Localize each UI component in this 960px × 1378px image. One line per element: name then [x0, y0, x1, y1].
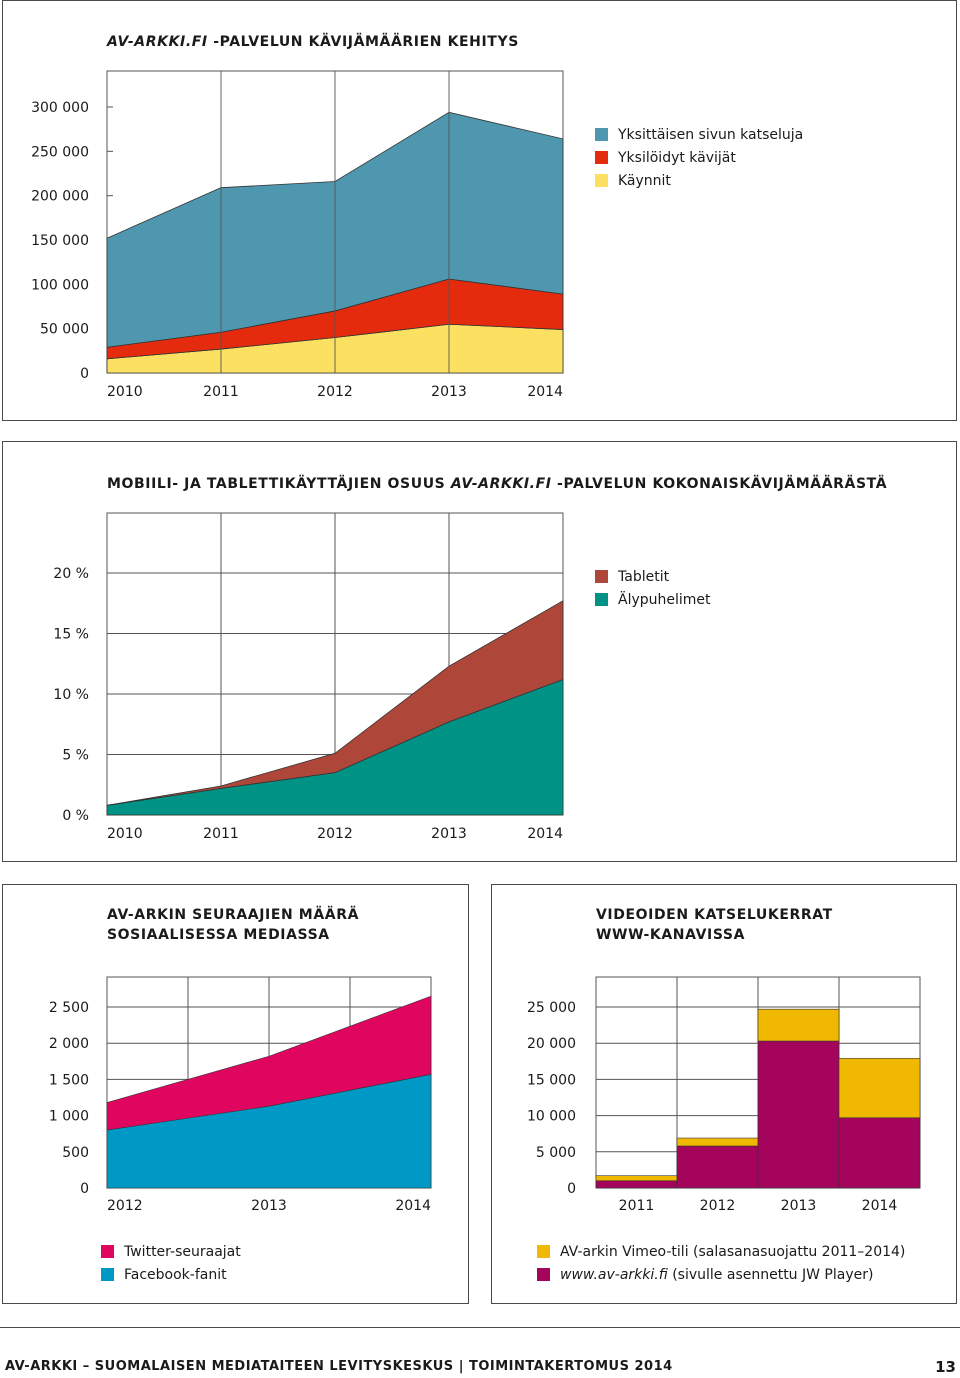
x-tick-label: 2012 — [700, 1198, 736, 1214]
legend-swatch — [101, 1268, 114, 1281]
x-tick-label: 2012 — [107, 1198, 143, 1214]
legend-swatch — [595, 151, 608, 164]
y-tick-label: 50 000 — [40, 322, 89, 338]
legend-item: Twitter-seuraajat — [101, 1240, 241, 1263]
x-tick-label: 2014 — [862, 1198, 898, 1214]
page-footer: AV-ARKKI – SUOMALAISEN MEDIATAITEEN LEVI… — [0, 1327, 960, 1378]
y-tick-label: 20 000 — [527, 1036, 576, 1052]
legend-item: Älypuhelimet — [595, 588, 711, 611]
followers-legend: Twitter-seuraajat Facebook-fanit — [101, 1240, 241, 1286]
y-tick-label: 1 500 — [49, 1072, 89, 1088]
legend-item: AV-arkin Vimeo-tili (salasanasuojattu 20… — [537, 1240, 905, 1263]
visitors-title: AV-ARKKI.FI -PALVELUN KÄVIJÄMÄÄRIEN KEHI… — [107, 34, 519, 50]
x-tick-label: 2013 — [251, 1198, 287, 1214]
y-tick-label: 2 500 — [49, 1000, 89, 1016]
legend-item: Tabletit — [595, 565, 711, 588]
y-tick-label: 0 % — [62, 808, 89, 824]
legend-swatch — [595, 174, 608, 187]
y-tick-label: 300 000 — [31, 100, 89, 116]
y-tick-label: 1 000 — [49, 1109, 89, 1125]
x-tick-label: 2010 — [107, 384, 143, 400]
x-tick-label: 2011 — [203, 826, 239, 842]
videos-panel: VIDEOIDEN KATSELUKERRAT WWW-KANAVISSA 20… — [491, 884, 957, 1304]
mobile-title: MOBIILI- JA TABLETTIKÄYTTÄJIEN OSUUS AV-… — [107, 476, 888, 492]
legend-swatch — [595, 593, 608, 606]
bar — [838, 1058, 921, 1119]
bar — [757, 1040, 840, 1189]
visitors-legend: Yksittäisen sivun katseluja Yksilöidyt k… — [595, 123, 803, 192]
y-tick-label: 100 000 — [31, 277, 89, 293]
bar — [838, 1117, 921, 1189]
visitors-chart: 0 50 000 100 000 150 000 200 000 250 000 300 0… — [31, 70, 564, 400]
y-tick-label: 500 — [62, 1145, 89, 1161]
y-tick-label: 15 000 — [527, 1072, 576, 1088]
legend-item: Yksittäisen sivun katseluja — [595, 123, 803, 146]
visitors-panel: AV-ARKKI.FI -PALVELUN KÄVIJÄMÄÄRIEN KEHI… — [2, 0, 957, 421]
y-tick-label: 150 000 — [31, 233, 89, 249]
y-tick-label: 10 % — [53, 687, 89, 703]
legend-swatch — [537, 1245, 550, 1258]
mobile-panel: MOBIILI- JA TABLETTIKÄYTTÄJIEN OSUUS AV-… — [2, 441, 957, 862]
footer-text: AV-ARKKI – SUOMALAISEN MEDIATAITEEN LEVI… — [5, 1359, 673, 1374]
videos-chart: 2011 2012 2013 2014 0 5 000 10 000 15 000 20 000… — [527, 976, 921, 1214]
y-tick-label: 250 000 — [31, 144, 89, 160]
x-tick-label: 2011 — [619, 1198, 655, 1214]
area-series — [106, 995, 432, 1131]
y-tick-label: 25 000 — [527, 1000, 576, 1016]
legend-item: Facebook-fanit — [101, 1263, 241, 1286]
legend-item: www.av-arkki.fi (sivulle asennettu JW Pl… — [537, 1263, 905, 1286]
followers-title: AV-ARKIN SEURAAJIEN MÄÄRÄ SOSIAALISESSA … — [107, 907, 360, 943]
mobile-legend: Tabletit Älypuhelimet — [595, 565, 711, 611]
x-tick-label: 2012 — [317, 384, 353, 400]
x-tick-label: 2013 — [431, 384, 467, 400]
bar — [757, 1008, 840, 1042]
legend-swatch — [101, 1245, 114, 1258]
y-tick-label: 0 — [567, 1181, 576, 1197]
x-tick-label: 2014 — [527, 384, 563, 400]
legend-item: Käynnit — [595, 169, 803, 192]
legend-swatch — [595, 570, 608, 583]
page-number: 13 — [935, 1358, 956, 1376]
bar — [595, 1175, 678, 1182]
legend-swatch — [595, 128, 608, 141]
y-tick-label: 5 % — [62, 748, 89, 764]
y-tick-label: 5 000 — [536, 1145, 576, 1161]
bar — [595, 1180, 678, 1189]
legend-swatch — [537, 1268, 550, 1281]
x-tick-label: 2013 — [781, 1198, 817, 1214]
videos-title: VIDEOIDEN KATSELUKERRAT WWW-KANAVISSA — [596, 907, 833, 943]
area-series — [106, 600, 564, 806]
bar — [676, 1145, 759, 1189]
bar — [676, 1137, 759, 1147]
mobile-chart: 0 % 5 % 10 % 15 % 20 % 2010 2011 2012 2013 2014 — [53, 512, 564, 842]
y-tick-label: 0 — [80, 366, 89, 382]
videos-legend: AV-arkin Vimeo-tili (salasanasuojattu 20… — [537, 1240, 905, 1286]
x-tick-label: 2013 — [431, 826, 467, 842]
followers-panel: AV-ARKIN SEURAAJIEN MÄÄRÄ SOSIAALISESSA … — [2, 884, 469, 1304]
y-tick-label: 20 % — [53, 566, 89, 582]
x-tick-label: 2010 — [107, 826, 143, 842]
x-tick-label: 2014 — [527, 826, 563, 842]
y-tick-label: 15 % — [53, 627, 89, 643]
y-tick-label: 10 000 — [527, 1109, 576, 1125]
legend-item: Yksilöidyt kävijät — [595, 146, 803, 169]
y-tick-label: 2 000 — [49, 1036, 89, 1052]
x-tick-label: 2011 — [203, 384, 239, 400]
y-tick-label: 0 — [80, 1181, 89, 1197]
x-tick-label: 2014 — [395, 1198, 431, 1214]
followers-chart: 0 500 1 000 1 500 2 000 2 500 2012 2013 2014 — [49, 976, 432, 1214]
y-tick-label: 200 000 — [31, 189, 89, 205]
x-tick-label: 2012 — [317, 826, 353, 842]
